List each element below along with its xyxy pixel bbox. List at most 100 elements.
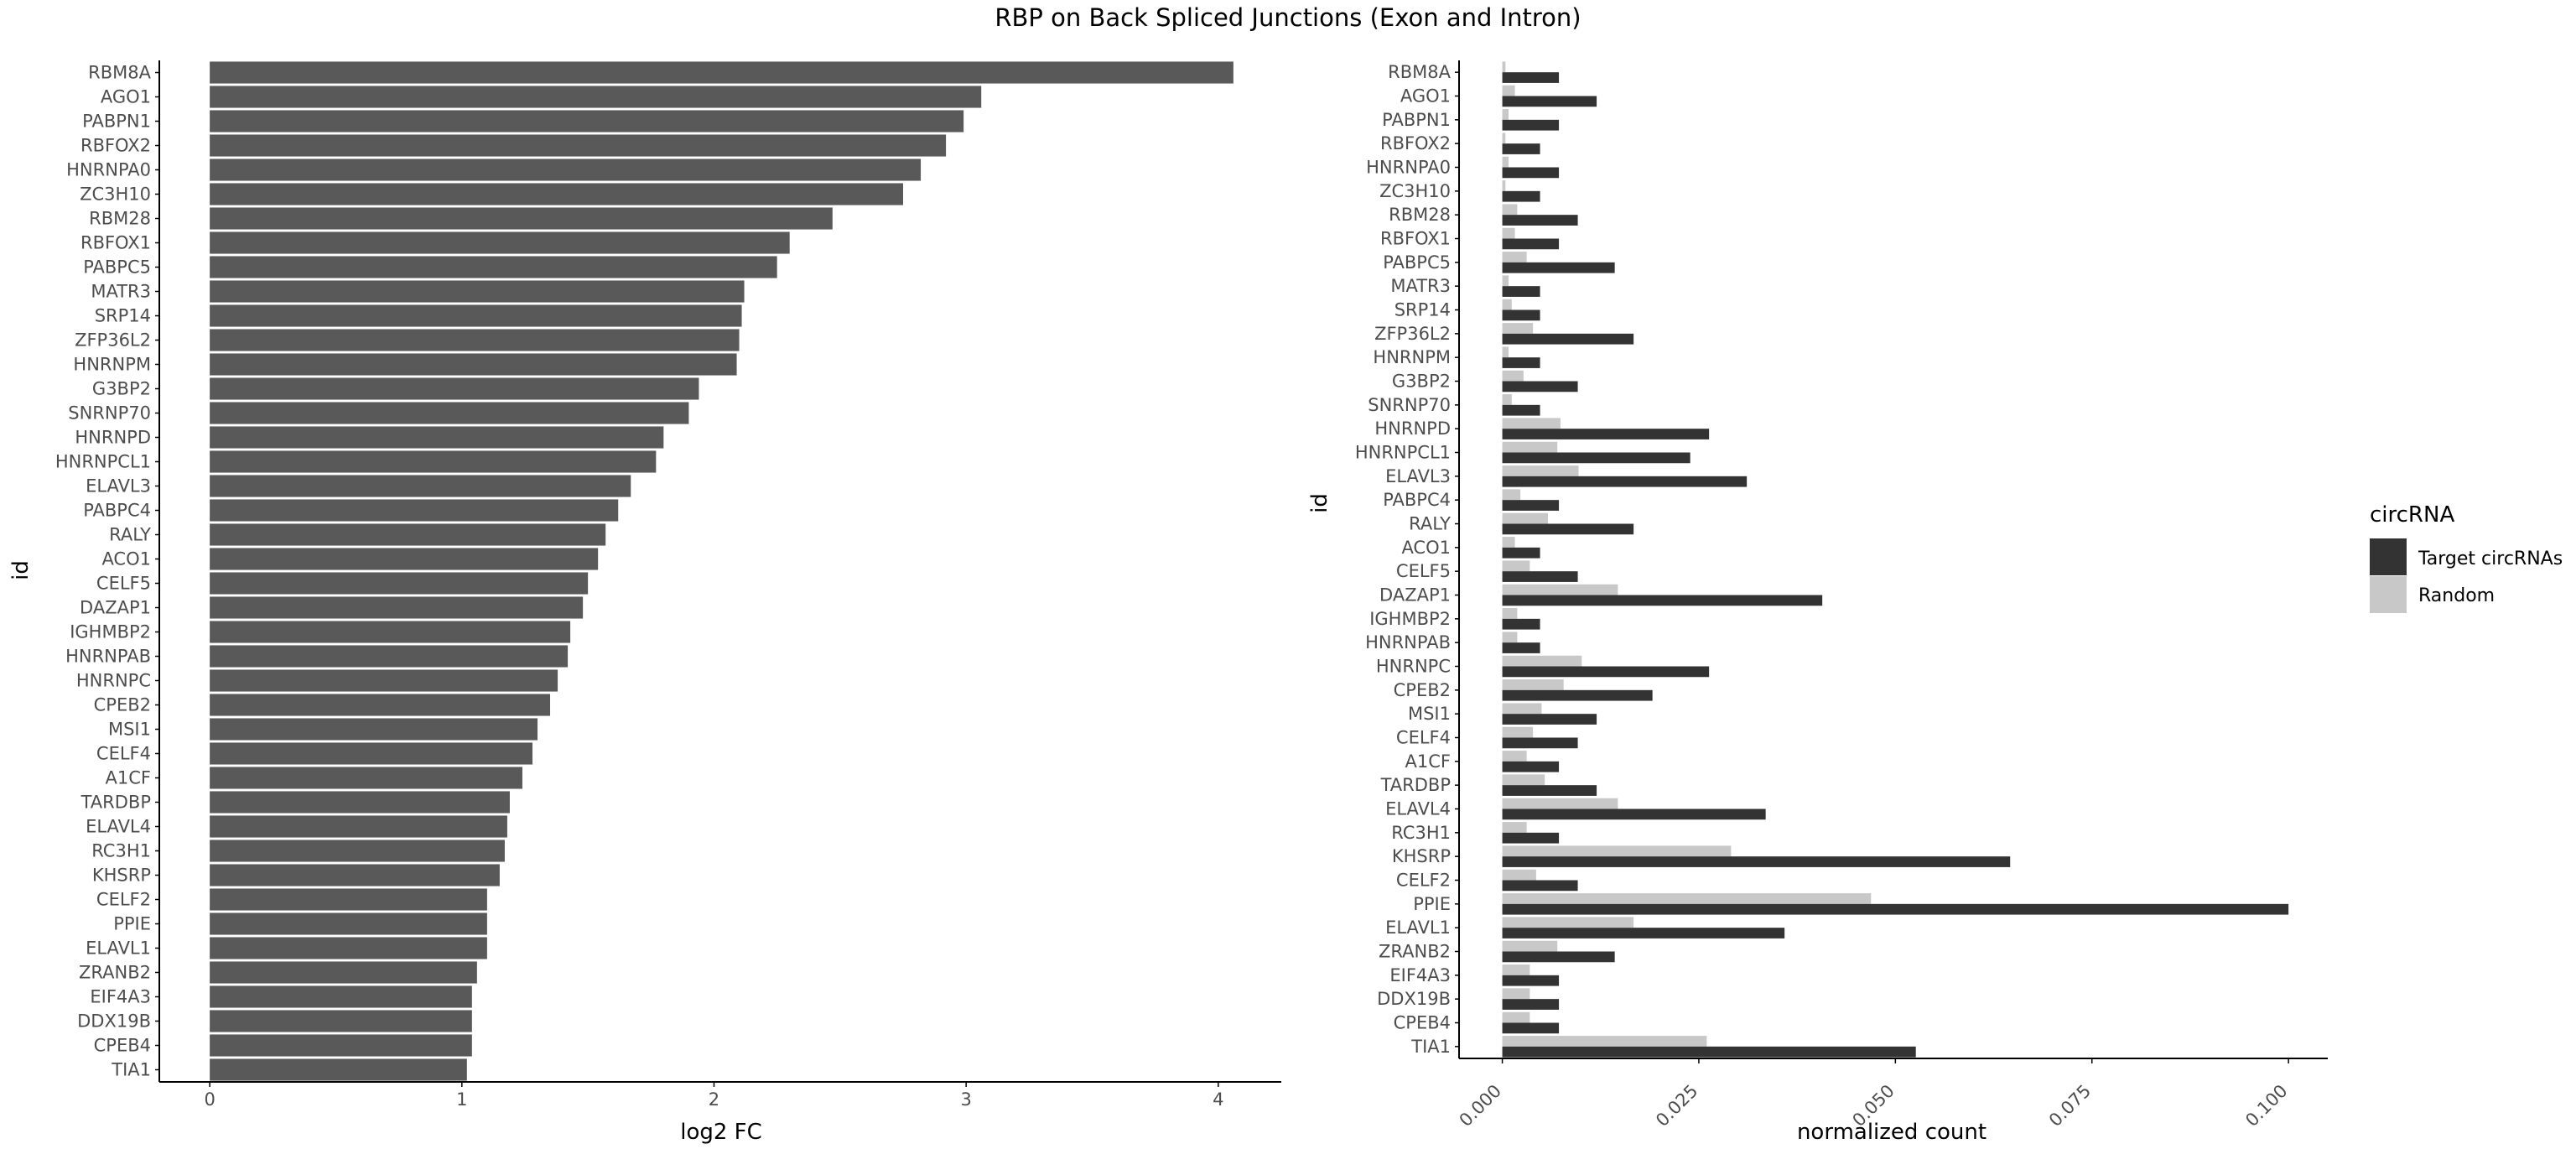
bar-random-hnrnpd: [1502, 418, 1561, 429]
bar-celf4: [210, 742, 532, 765]
bar-random-srp14: [1502, 299, 1512, 310]
bar-hnrnpa0: [210, 159, 922, 181]
y-tick-label-celf5: CELF5: [96, 574, 151, 594]
bar-target-cpeb2: [1502, 689, 1653, 701]
y-tick-label-zc3h10: ZC3H10: [80, 185, 151, 205]
y-tick-label-aco1: ACO1: [101, 549, 151, 569]
bar-snrnp70: [210, 402, 689, 424]
y-tick-label-hnrnpcl1: HNRNPCL1: [1355, 443, 1451, 463]
bar-g3bp2: [210, 377, 699, 400]
y-tick-label-g3bp2: G3BP2: [1392, 372, 1451, 392]
bar-random-hnrnpa0: [1502, 156, 1509, 168]
bar-hnrnpd: [210, 426, 664, 449]
bar-target-rc3h1: [1502, 832, 1560, 844]
left-x-tick-label-2: 2: [709, 1089, 719, 1110]
y-tick-label-khsrp: KHSRP: [92, 866, 151, 886]
y-tick-label-hnrnpa0: HNRNPA0: [66, 160, 151, 180]
legend-swatch-random: [2370, 576, 2407, 613]
bar-target-hnrnpc: [1502, 666, 1710, 678]
bar-random-ighmbp2: [1502, 608, 1518, 619]
right-x-tick-label-3: 0.075: [2045, 1081, 2095, 1131]
bar-random-rbfox2: [1502, 133, 1506, 144]
bar-target-celf5: [1502, 571, 1578, 582]
bar-target-hnrnpa0: [1502, 167, 1560, 179]
bar-random-hnrnpm: [1502, 346, 1509, 358]
bar-target-rbm8a: [1502, 72, 1560, 83]
bar-random-rbfox1: [1502, 227, 1515, 239]
bar-target-srp14: [1502, 309, 1540, 321]
y-tick-label-pabpc5: PABPC5: [1383, 252, 1451, 273]
bar-random-rbm28: [1502, 204, 1518, 216]
bar-random-khsrp: [1502, 845, 1732, 857]
y-tick-label-hnrnpm: HNRNPM: [73, 355, 151, 375]
bar-target-tia1: [1502, 1046, 1916, 1058]
bar-msi1: [210, 718, 538, 741]
bar-target-hnrnpm: [1502, 357, 1540, 368]
y-tick-label-cpeb4: CPEB4: [94, 1036, 151, 1056]
y-tick-label-srp14: SRP14: [95, 306, 151, 326]
y-tick-label-rc3h1: RC3H1: [91, 841, 151, 861]
legend: circRNA Target circRNAs Random: [2370, 502, 2563, 613]
y-tick-label-elavl4: ELAVL4: [86, 817, 151, 837]
bar-random-elavl3: [1502, 465, 1579, 476]
right-panel-normalized-count: RBM8A AGO1 PABPN1 RBFOX2 HNRNPA0 ZC3H10 RBM28 R…: [1355, 60, 2328, 1131]
bar-target-g3bp2: [1502, 381, 1578, 393]
bar-random-celf4: [1502, 726, 1534, 738]
bar-eif4a3: [210, 985, 472, 1008]
y-tick-label-rbm8a: RBM8A: [1388, 62, 1451, 82]
bar-random-raly: [1502, 512, 1548, 524]
bar-rbm8a: [210, 61, 1233, 84]
right-x-tick-label-4: 0.100: [2241, 1081, 2291, 1131]
y-tick-label-hnrnpm: HNRNPM: [1373, 347, 1451, 367]
bar-target-eif4a3: [1502, 975, 1560, 986]
right-x-tick-label-1: 0.025: [1652, 1081, 1701, 1131]
y-tick-label-ago1: AGO1: [101, 87, 151, 107]
bar-random-celf2: [1502, 869, 1536, 881]
y-tick-label-rbm28: RBM28: [89, 209, 151, 229]
bar-target-khsrp: [1502, 856, 2011, 867]
bar-hnrnpcl1: [210, 450, 657, 473]
y-tick-label-ddx19b: DDX19B: [1377, 989, 1451, 1009]
y-tick-label-tardbp: TARDBP: [1380, 775, 1451, 795]
legend-label-target: Target circRNAs: [2418, 549, 2563, 569]
y-tick-label-hnrnpd: HNRNPD: [1374, 419, 1451, 439]
bar-random-pabpc4: [1502, 489, 1521, 501]
y-tick-label-hnrnpc: HNRNPC: [76, 671, 151, 691]
left-x-axis-label: log2 FC: [680, 1120, 762, 1145]
y-tick-label-rc3h1: RC3H1: [1391, 823, 1451, 843]
left-x-tick-label-0: 0: [204, 1089, 215, 1110]
y-tick-label-matr3: MATR3: [1390, 276, 1451, 296]
bar-khsrp: [210, 864, 500, 886]
bar-random-ppie: [1502, 893, 1872, 904]
bar-hnrnpab: [210, 645, 569, 668]
bar-zranb2: [210, 961, 477, 984]
left-x-tick-label-4: 4: [1213, 1089, 1223, 1110]
y-tick-label-srp14: SRP14: [1394, 300, 1451, 320]
bar-rbfox1: [210, 231, 790, 254]
y-tick-label-cpeb2: CPEB2: [1394, 680, 1451, 700]
bar-target-celf4: [1502, 737, 1578, 749]
y-tick-label-elavl3: ELAVL3: [86, 476, 151, 497]
bar-random-tia1: [1502, 1036, 1707, 1047]
y-tick-label-a1cf: A1CF: [106, 768, 151, 788]
bar-random-rc3h1: [1502, 822, 1527, 833]
bar-target-hnrnpcl1: [1502, 452, 1690, 464]
y-tick-label-msi1: MSI1: [1408, 704, 1451, 724]
y-tick-label-hnrnpd: HNRNPD: [75, 428, 151, 448]
y-tick-label-elavl1: ELAVL1: [1385, 918, 1451, 938]
bar-random-ago1: [1502, 85, 1515, 96]
bar-target-ago1: [1502, 96, 1597, 107]
y-tick-label-ago1: AGO1: [1400, 86, 1451, 107]
bar-aco1: [210, 548, 599, 570]
y-tick-label-hnrnpc: HNRNPC: [1376, 657, 1451, 677]
bar-random-eif4a3: [1502, 964, 1530, 975]
chart-title: RBP on Back Spliced Junctions (Exon and …: [995, 3, 1581, 32]
y-tick-label-zc3h10: ZC3H10: [1379, 181, 1451, 201]
bar-zc3h10: [210, 183, 903, 205]
bar-ddx19b: [210, 1010, 472, 1032]
right-y-axis-label: id: [1307, 493, 1332, 513]
y-tick-label-elavl3: ELAVL3: [1385, 466, 1451, 486]
y-tick-label-dazap1: DAZAP1: [1379, 585, 1451, 606]
bar-target-a1cf: [1502, 761, 1560, 772]
